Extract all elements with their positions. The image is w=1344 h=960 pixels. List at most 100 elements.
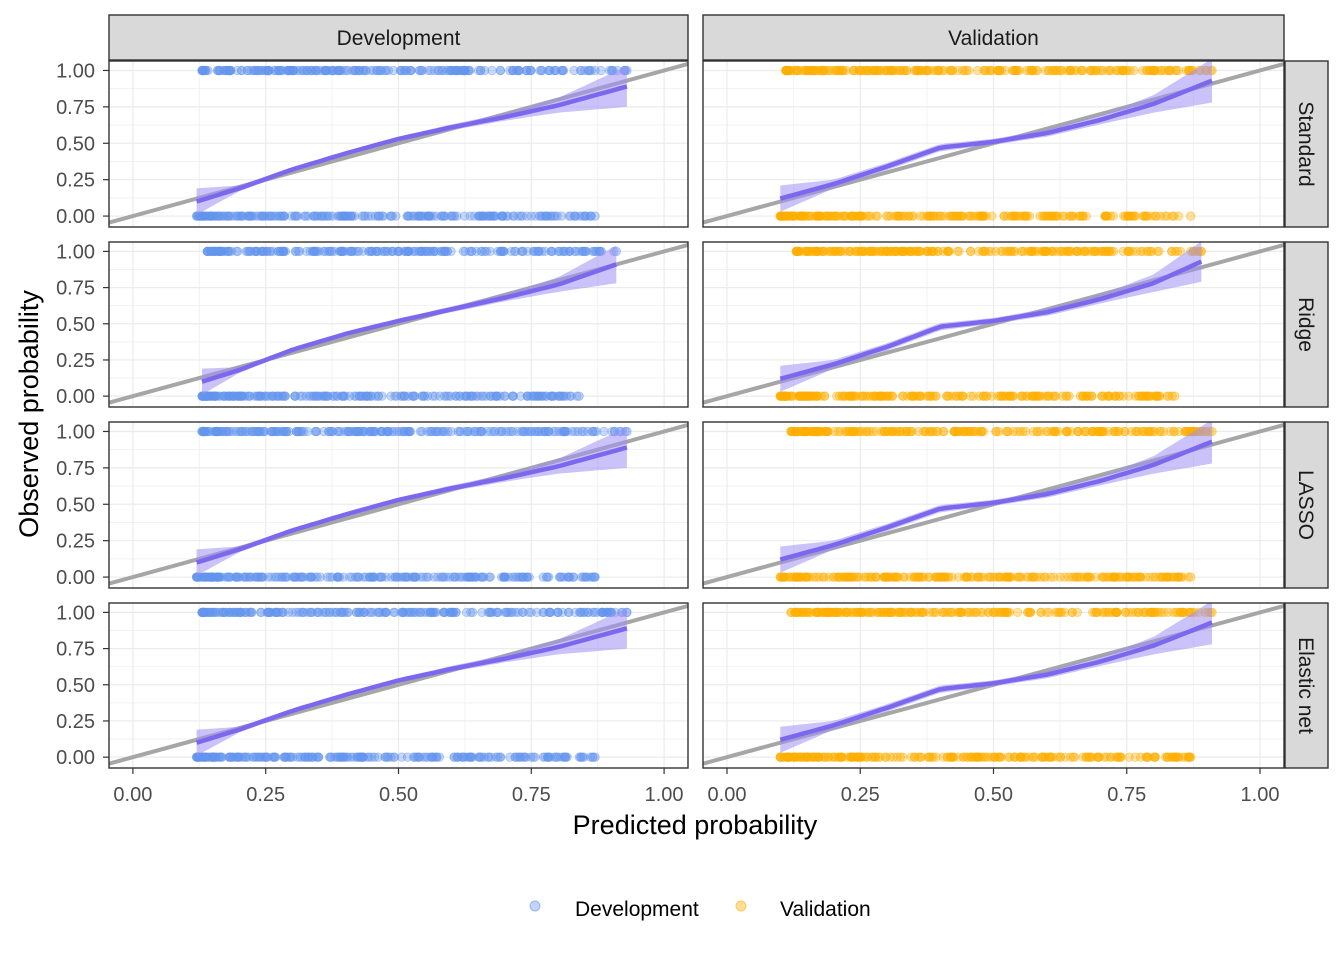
observed-1-point [328,607,338,618]
observed-0-point [775,391,785,401]
observed-1-point [1069,65,1079,76]
observed-1-point [352,246,362,257]
observed-1-point [287,607,298,618]
observed-1-point [553,607,563,618]
observed-1-point [812,426,822,437]
observed-1-point [233,426,244,437]
observed-0-point [1064,391,1074,401]
observed-1-point [327,65,337,76]
observed-1-point [1109,426,1119,437]
observed-0-point [290,572,300,582]
observed-1-point [954,426,964,437]
observed-0-point [516,391,526,401]
observed-1-point [1060,246,1070,257]
observed-1-point [437,65,447,76]
observed-1-point [878,246,888,257]
observed-0-point [368,572,378,582]
observed-0-point [1130,211,1140,221]
observed-1-point [589,607,599,618]
observed-0-point [1008,391,1018,401]
smooth-line [195,445,628,565]
observed-0-point [543,752,554,762]
observed-1-point [336,246,346,257]
observed-1-point [800,246,810,257]
observed-0-point [572,391,582,401]
observed-0-point [947,572,957,582]
observed-1-point [381,607,391,618]
points-development [191,426,632,582]
observed-0-point [1169,211,1179,221]
observed-1-point [1012,426,1022,437]
observed-0-point [895,752,906,762]
observed-1-point [340,426,350,437]
observed-1-point [197,607,207,618]
observed-1-point [302,426,312,437]
observed-0-point [333,572,343,582]
observed-1-point [868,65,878,76]
observed-1-point [854,65,865,76]
y-tick-label: 0.75 [56,639,95,661]
observed-1-point [945,607,955,618]
observed-0-point [530,391,540,401]
observed-0-point [863,572,874,582]
smooth-line [195,84,628,204]
observed-1-point [339,246,349,257]
observed-0-point [1123,211,1134,221]
observed-0-point [1010,211,1020,221]
observed-0-point [1146,211,1156,221]
observed-1-point [404,426,414,437]
observed-0-point [319,391,329,401]
observed-0-point [1149,391,1159,401]
observed-0-point [1108,211,1118,221]
points-development [191,65,632,221]
observed-0-point [1174,572,1184,582]
observed-1-point [983,607,993,618]
observed-0-point [1003,752,1013,762]
observed-0-point [1099,752,1109,762]
panel-border [702,241,1285,408]
observed-1-point [857,607,867,618]
observed-1-point [448,607,458,618]
observed-0-point [1157,572,1167,582]
observed-1-point [1007,65,1017,76]
observed-0-point [990,752,1000,762]
observed-0-point [405,211,415,221]
observed-1-point [569,65,579,76]
observed-1-point [228,607,239,618]
observed-0-point [362,391,373,401]
observed-1-point [1091,246,1101,257]
x-axis-ticks: 0.00 0.25 0.50 0.75 1.00 0.00 0.25 0.50 0.75 1.00 [113,768,1279,806]
observed-0-point [411,752,422,762]
observed-1-point [334,65,345,76]
observed-1-point [1040,246,1050,257]
observed-1-point [490,426,500,437]
observed-0-point [908,211,918,221]
observed-0-point [238,391,248,401]
observed-1-point [954,246,964,257]
observed-1-point [399,426,409,437]
observed-0-point [851,211,861,221]
observed-1-point [379,246,390,257]
observed-1-point [417,65,427,76]
observed-0-point [1027,572,1037,582]
observed-0-point [497,211,507,221]
observed-0-point [1044,391,1054,401]
observed-1-point [562,426,572,437]
observed-1-point [351,607,361,618]
y-tick-label: 1.00 [56,241,95,263]
observed-0-point [277,572,287,582]
observed-0-point [446,391,456,401]
observed-0-point [522,211,532,221]
panel-border [702,421,1285,589]
observed-1-point [382,426,393,437]
observed-1-point [1087,607,1098,618]
observed-1-point [886,607,896,618]
observed-1-point [1127,607,1137,618]
observed-1-point [459,65,469,76]
observed-0-point [1181,752,1191,762]
observed-1-point [597,607,607,618]
observed-1-point [312,607,323,618]
observed-1-point [564,607,574,618]
panel-border [108,60,689,228]
observed-1-point [579,426,589,437]
